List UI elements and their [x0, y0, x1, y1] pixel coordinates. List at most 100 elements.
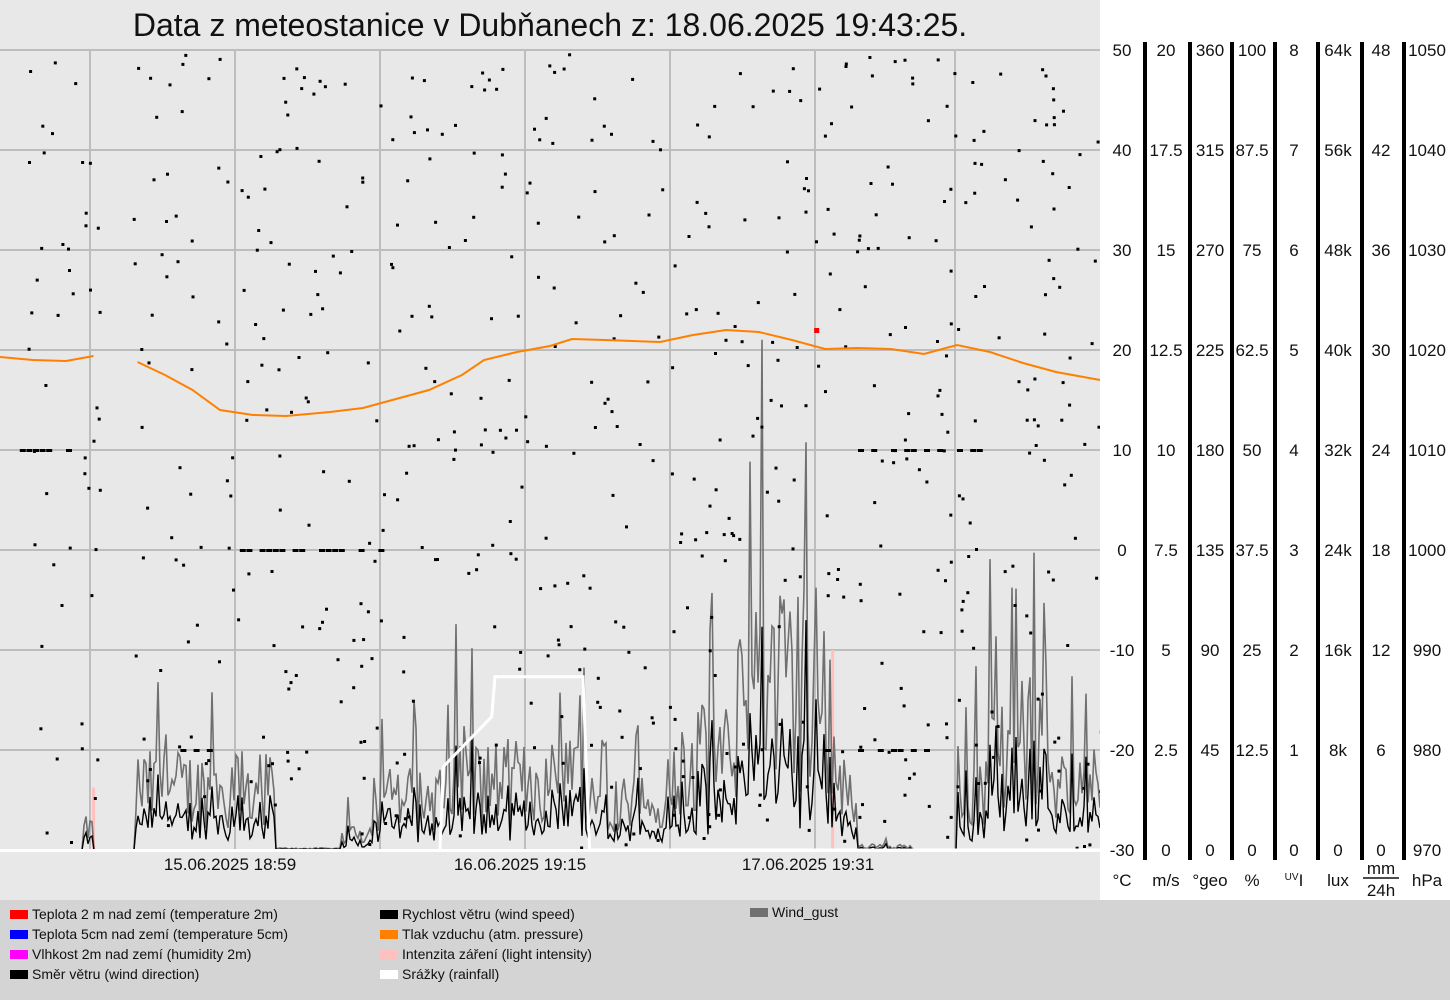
axis-tick-label: 25 [1243, 641, 1262, 660]
wind-direction-point [801, 720, 805, 724]
wind-direction-point [758, 793, 762, 797]
wind-direction-point [590, 138, 594, 142]
wind-direction-point [949, 560, 953, 564]
wind-direction-point [680, 532, 684, 536]
wind-direction-point [27, 347, 31, 351]
wind-direction-point [362, 638, 366, 642]
wind-direction-point [583, 647, 587, 651]
wind-direction-point [838, 308, 842, 312]
wind-direction-point [562, 67, 566, 71]
wind-direction-point [476, 553, 480, 557]
wind-direction-point [1078, 153, 1082, 157]
wind-direction-point [717, 813, 721, 817]
pressure-series [0, 328, 1101, 418]
wind-direction-point [903, 793, 907, 797]
wind-direction-point [1043, 332, 1047, 336]
wind-direction-point [1038, 789, 1042, 793]
wind-direction-point [610, 410, 614, 414]
wind-direction-point [39, 727, 43, 731]
axis-tick-label: -30 [1110, 841, 1135, 860]
unit-superscript: UV [1285, 872, 1299, 883]
wind-direction-point [692, 477, 696, 481]
axis-bar [1360, 42, 1364, 860]
wind-direction-point [318, 627, 322, 631]
wind-direction-point [830, 122, 833, 126]
wind-direction-point [529, 701, 533, 705]
wind-direction-point [218, 660, 221, 664]
legend: Teplota 2 m nad zemí (temperature 2m) Tep… [0, 900, 1450, 1000]
wind-direction-point [53, 61, 57, 65]
wind-direction-point [580, 846, 584, 850]
wind-direction-point [817, 364, 821, 368]
wind-direction-point [533, 746, 536, 750]
axis-tick-label: 7 [1289, 141, 1298, 160]
wind-direction-point [858, 582, 862, 586]
wind-direction-point [668, 705, 672, 709]
wind-direction-point [225, 479, 229, 483]
wind-direction-point [760, 748, 764, 752]
wind-direction-point [1051, 87, 1055, 91]
wind-direction-point [396, 498, 400, 502]
wind-direction-point [142, 737, 146, 741]
wind-direction-point [776, 358, 780, 362]
wind-direction-point [411, 699, 415, 703]
wind-direction-point [907, 412, 911, 416]
baseline [0, 849, 1100, 852]
axis-bar [1230, 42, 1234, 860]
wind-direction-point [804, 210, 808, 214]
wind-direction-point [428, 157, 432, 161]
wind-direction-point [799, 99, 803, 103]
wind-direction-point [515, 428, 518, 432]
wind-direction-point [368, 541, 372, 545]
wind-direction-point [590, 380, 594, 384]
wind-direction-point [1026, 388, 1030, 392]
wind-direction-point [297, 356, 301, 359]
wind-direction-point [1053, 740, 1057, 744]
legend-swatch [10, 929, 28, 939]
wind-direction-point [858, 449, 864, 452]
wind-direction-point [83, 456, 87, 460]
wind-direction-point [242, 288, 246, 292]
wind-direction-point [317, 159, 321, 163]
wind-direction-point [926, 119, 930, 123]
wind-direction-point [66, 449, 72, 452]
wind-direction-point [560, 715, 564, 719]
wind-direction-point [673, 717, 677, 721]
wind-direction-point [483, 428, 487, 432]
wind-direction-point [679, 541, 683, 544]
axis-tick-label: 16k [1324, 641, 1352, 660]
wind-direction-point [269, 241, 273, 245]
axis-tick-label: 20 [1113, 341, 1132, 360]
wind-direction-point [35, 278, 39, 282]
axis-tick-label: 1050 [1408, 41, 1446, 60]
wind-direction-point [659, 148, 662, 152]
wind-direction-point [740, 340, 744, 344]
wind-direction-point [964, 201, 968, 205]
wind-direction-point [278, 148, 282, 152]
wind-direction-point [833, 807, 837, 811]
legend-label: Wind_gust [772, 904, 839, 920]
wind-direction-point [681, 759, 685, 763]
wind-direction-point [911, 82, 915, 86]
legend-swatch [380, 969, 398, 979]
wind-direction-point [972, 646, 976, 650]
wind-direction-point [190, 239, 194, 243]
wind-direction-point [647, 213, 651, 217]
wind-direction-point [29, 70, 33, 73]
wind-direction-point [1060, 418, 1064, 422]
axis-tick-label: 1000 [1408, 541, 1446, 560]
wind-direction-point [858, 234, 862, 238]
wind-direction-point [1096, 140, 1100, 144]
wind-direction-point [927, 804, 931, 808]
wind-direction-point [872, 384, 876, 388]
legend-label: Rychlost větru (wind speed) [402, 906, 575, 922]
wind-direction-point [470, 85, 474, 89]
wind-direction-point [307, 523, 311, 527]
legend-label: Teplota 2 m nad zemí (temperature 2m) [32, 906, 278, 922]
wind-direction-point [724, 338, 728, 342]
axis-tick-label: 18 [1372, 541, 1391, 560]
wind-direction-point [1095, 576, 1099, 580]
wind-direction-point [638, 443, 642, 446]
wind-direction-point [974, 295, 978, 298]
wind-direction-point [406, 179, 410, 183]
